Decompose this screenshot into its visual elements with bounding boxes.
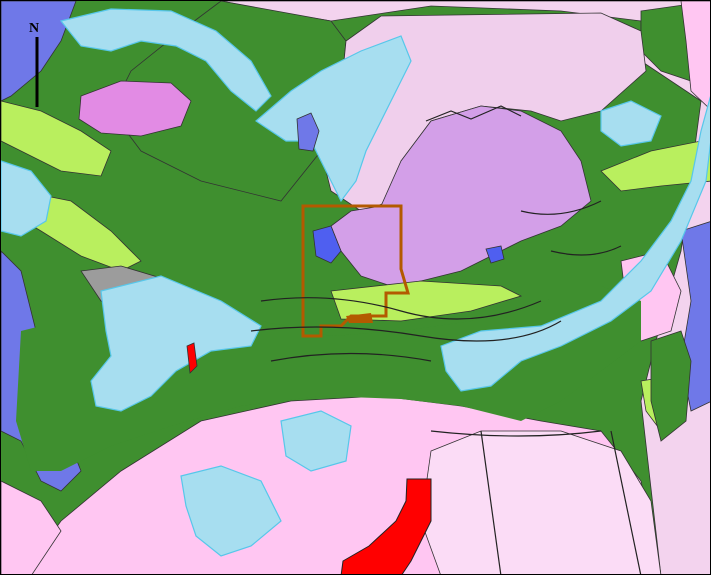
unit-pink-southwest <box>1 480 62 574</box>
unit-lightpink-southeast <box>420 430 662 574</box>
unit-green-right <box>650 330 692 442</box>
water-lake-south <box>280 410 352 472</box>
north-label: N <box>29 21 40 36</box>
unit-blue-small2 <box>312 225 342 264</box>
unit-green-top <box>110 1 347 202</box>
water-lake-west <box>1 160 52 237</box>
water-lake-southwest2 <box>180 465 282 557</box>
water-features <box>1 8 710 557</box>
structural-lines <box>250 105 642 574</box>
unit-blue-small1 <box>296 112 320 152</box>
unit-lime-right <box>600 140 710 192</box>
claim-boundary-marker <box>346 313 373 323</box>
unit-red-small <box>186 342 198 374</box>
north-arrow-icon <box>35 37 39 107</box>
water-lake-southwest <box>90 275 262 412</box>
water-river-north <box>255 35 412 203</box>
unit-pink-topright <box>680 1 710 110</box>
property-red-south[interactable] <box>340 478 432 575</box>
water-lake-east <box>600 100 662 147</box>
water-lake-north <box>59 8 272 112</box>
unit-lime-left <box>1 100 112 177</box>
unit-blue-small3 <box>485 245 505 264</box>
unit-magenta-topleft <box>78 80 192 137</box>
water-river-east <box>440 96 710 392</box>
